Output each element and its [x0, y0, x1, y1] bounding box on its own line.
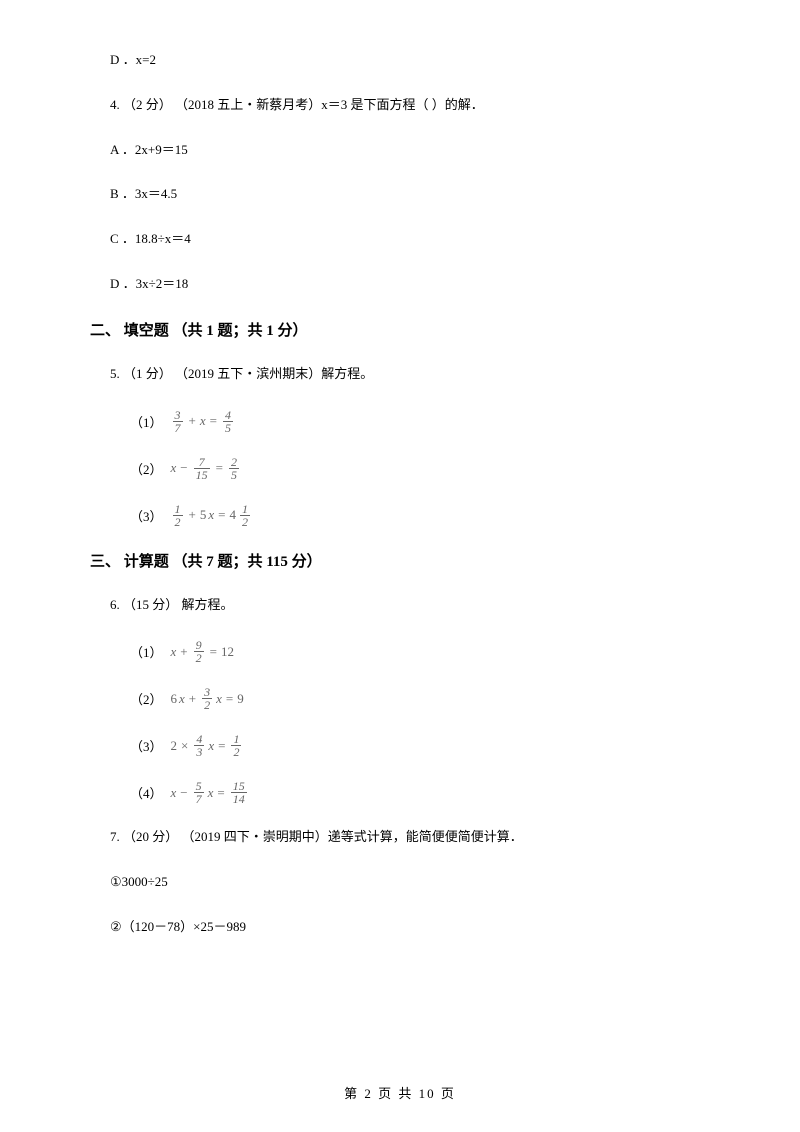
q6-eq3-label: （3） [130, 736, 163, 755]
q6-eq2-content: 6x+ 32 x=9 [171, 686, 244, 711]
q5-eq2: （2） x− 715 = 25 [90, 456, 710, 481]
q5-eq1-label: （1） [130, 412, 163, 431]
q6-eq2: （2） 6x+ 32 x=9 [90, 686, 710, 711]
q4-option-b: B ．3x＝4.5 [90, 184, 710, 205]
q5-eq1-content: 37 +x= 45 [171, 409, 235, 434]
question-4: 4. （2 分） （2018 五上・新蔡月考）x＝3 是下面方程（ ）的解． [90, 95, 710, 116]
q6-eq4-label: （4） [130, 783, 163, 802]
q6-eq1-label: （1） [130, 642, 163, 661]
question-7: 7. （20 分） （2019 四下・崇明期中）递等式计算，能简便便简便计算． [90, 827, 710, 848]
q4-option-d: D ．3x÷2＝18 [90, 274, 710, 295]
q6-eq1-content: x+ 92 =12 [171, 639, 234, 664]
section-3-header: 三、 计算题 （共 7 题；共 115 分） [90, 550, 710, 571]
q7-item2: ②（120－78）×25－989 [90, 917, 710, 938]
q6-eq3: （3） 2× 43 x= 12 [90, 733, 710, 758]
option-d-prev: D ．x=2 [90, 50, 710, 71]
section-2-header: 二、 填空题 （共 1 题；共 1 分） [90, 319, 710, 340]
q5-eq2-label: （2） [130, 459, 163, 478]
question-5: 5. （1 分） （2019 五下・滨州期末）解方程。 [90, 364, 710, 385]
q6-eq1: （1） x+ 92 =12 [90, 639, 710, 664]
q4-option-a: A ．2x+9＝15 [90, 140, 710, 161]
q4-option-c: C ．18.8÷x＝4 [90, 229, 710, 250]
q6-eq2-label: （2） [130, 689, 163, 708]
q5-eq3-label: （3） [130, 506, 163, 525]
page-footer: 第 2 页 共 10 页 [0, 1083, 800, 1102]
q5-eq2-content: x− 715 = 25 [171, 456, 241, 481]
q5-eq3: （3） 12 +5x= 412 [90, 503, 710, 528]
q6-eq3-content: 2× 43 x= 12 [171, 733, 244, 758]
q6-eq4-content: x− 57 x= 1514 [171, 780, 249, 805]
q6-eq4: （4） x− 57 x= 1514 [90, 780, 710, 805]
question-6: 6. （15 分） 解方程。 [90, 595, 710, 616]
q5-eq1: （1） 37 +x= 45 [90, 409, 710, 434]
q5-eq3-content: 12 +5x= 412 [171, 503, 252, 528]
q7-item1: ①3000÷25 [90, 872, 710, 893]
